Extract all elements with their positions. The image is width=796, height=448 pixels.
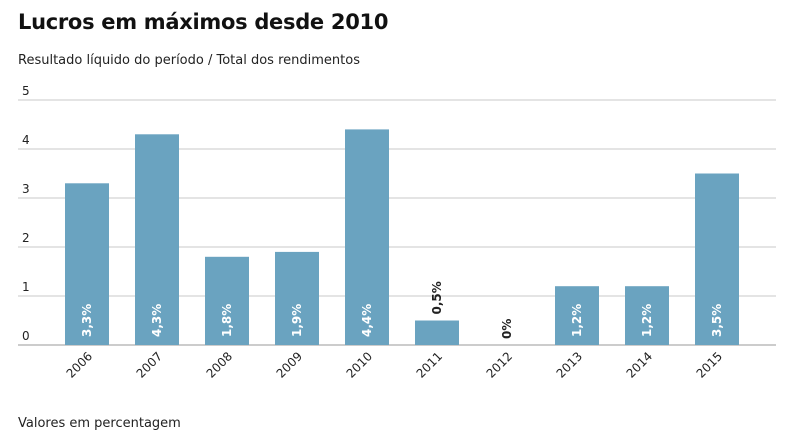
bars (65, 129, 739, 345)
data-label-2008: 1,8% (220, 304, 234, 337)
y-tick-label: 4 (22, 133, 30, 147)
bar-2009 (275, 251, 319, 345)
data-label-2007: 4,3% (150, 304, 164, 337)
data-label-2013: 1,2% (570, 304, 584, 337)
data-label-2014: 1,2% (640, 304, 654, 337)
x-tick-label-2008: 2008 (204, 349, 235, 380)
x-axis-ticks: 2006 2007 2008 2009 2010 2011 2012 2013 2014 2015 (64, 349, 725, 380)
y-tick-label: 5 (22, 84, 30, 98)
data-label-2006: 3,3% (80, 304, 94, 337)
bar-2013 (555, 286, 599, 345)
x-tick-label-2006: 2006 (64, 349, 95, 380)
data-label-2012: 0% (500, 319, 514, 339)
y-tick-label: 1 (22, 280, 30, 294)
data-label-2011: 0,5% (430, 281, 444, 314)
data-label-2015: 3,5% (710, 304, 724, 337)
bar-2010 (345, 129, 389, 345)
y-tick-label: 2 (22, 231, 30, 245)
x-tick-label-2013: 2013 (554, 349, 585, 380)
bar-2006 (65, 183, 109, 345)
y-tick-label: 0 (22, 329, 30, 343)
bar-2007 (135, 134, 179, 345)
data-label-2009: 1,9% (290, 304, 304, 337)
data-labels: 3,3% 4,3% 1,8% 1,9% 4,4% 0,5% 0% 1,2% 1,2% 3,5% (80, 281, 724, 339)
x-tick-label-2014: 2014 (624, 349, 655, 380)
x-tick-label-2007: 2007 (134, 349, 165, 380)
bar-2008 (205, 256, 249, 345)
chart-subtitle: Resultado líquido do período / Total dos… (18, 53, 360, 68)
x-tick-label-2010: 2010 (344, 349, 375, 380)
bar-2015 (695, 173, 739, 345)
data-label-2010: 4,4% (360, 304, 374, 337)
chart-footnote: Valores em percentagem (18, 416, 181, 431)
bar-2011 (415, 320, 459, 345)
x-tick-label-2012: 2012 (484, 349, 515, 380)
chart-title: Lucros em máximos desde 2010 (18, 10, 389, 34)
bar-2014 (625, 286, 669, 345)
x-tick-label-2011: 2011 (414, 349, 445, 380)
y-axis-ticks: 0 1 2 3 4 5 (22, 84, 30, 343)
x-tick-label-2015: 2015 (694, 349, 725, 380)
y-tick-label: 3 (22, 182, 30, 196)
x-tick-label-2009: 2009 (274, 349, 305, 380)
